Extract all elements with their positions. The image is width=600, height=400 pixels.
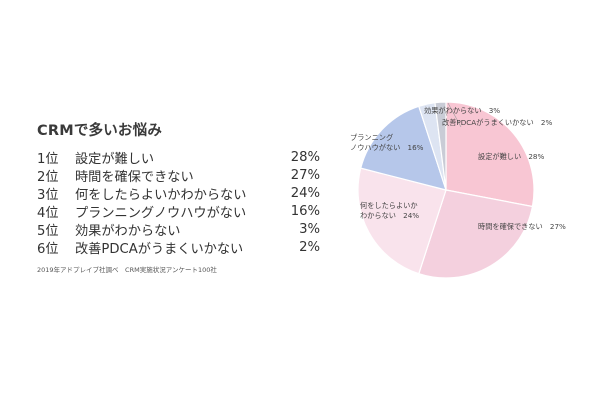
rank-label: プランニングノウハウがない — [75, 205, 247, 221]
rank-value: 3% — [299, 221, 320, 237]
pie-slice-settings-difficult — [445, 101, 535, 208]
ranking-row: 3位 何をしたらよいかわからない 24% — [37, 184, 320, 203]
pie-label-line: ノウハウがない 16% — [350, 143, 424, 152]
rank-number: 3位 — [37, 187, 59, 203]
rank-number: 4位 — [37, 205, 59, 221]
rank-value: 16% — [290, 203, 320, 219]
chart-title: CRMで多いお悩み — [37, 123, 163, 139]
ranking-row: 1位 設定が難しい 28% — [37, 148, 320, 167]
pie-label-no-time: 時間を確保できない 27% — [478, 222, 566, 231]
rank-label: 何をしたらよいかわからない — [75, 187, 247, 203]
rank-label: 改善PDCAがうまくいかない — [75, 241, 244, 257]
pie-label-pdca-not-working: 改善PDCAがうまくいかない 2% — [442, 118, 552, 127]
pie-label-effect-unknown: 効果がわからない 3% — [424, 106, 500, 115]
pie-slice-no-planning-knowhow — [360, 105, 447, 191]
pie-slice-pdca-not-working — [434, 101, 447, 191]
pie-label-line: プランニング — [350, 133, 393, 142]
pie-label-line: 改善PDCAがうまくいかない 2% — [442, 118, 552, 127]
rank-label: 効果がわからない — [75, 223, 181, 239]
source-note: 2019年アドプレイブ社調べ CRM実施状況アンケート100社 — [37, 266, 217, 274]
rank-number: 5位 — [37, 223, 59, 239]
ranking-row: 4位 プランニングノウハウがない 16% — [37, 202, 320, 221]
ranking-row: 2位 時間を確保できない 27% — [37, 166, 320, 185]
leader-line-effect-unknown — [443, 107, 448, 117]
rank-value: 27% — [290, 167, 320, 183]
rank-label: 設定が難しい — [75, 151, 155, 167]
rank-label: 時間を確保できない — [75, 169, 194, 185]
pie-label-unknown-what-to-do: 何をしたらよいかわからない 24% — [360, 201, 419, 220]
rank-number: 1位 — [37, 151, 59, 167]
pie-label-line: わからない 24% — [360, 211, 419, 220]
leader-line-pdca-not-working — [447, 102, 462, 128]
pie-label-line: 設定が難しい 28% — [478, 152, 544, 161]
ranking-list: 1位 設定が難しい 28% 2位 時間を確保できない 27% 3位 何をしたらよいかわから… — [37, 148, 320, 257]
rank-value: 28% — [290, 149, 320, 165]
pie-chart: 設定が難しい 28% 時間を確保できない 27% 何をしたらよいかわからない 24%… — [350, 101, 566, 279]
ranking-row: 5位 効果がわからない 3% — [37, 220, 320, 239]
pie-slice-unknown-what-to-do — [357, 167, 447, 275]
rank-value: 2% — [299, 239, 320, 255]
rank-value: 24% — [290, 185, 320, 201]
pie-label-line: 効果がわからない 3% — [424, 106, 500, 115]
rank-number: 6位 — [37, 241, 59, 257]
pie-label-line: 時間を確保できない 27% — [478, 222, 566, 231]
pie-label-settings-difficult: 設定が難しい 28% — [478, 152, 544, 161]
pie-slice-no-time — [418, 189, 534, 279]
pie-label-no-planning-knowhow: プランニングノウハウがない 16% — [350, 133, 424, 152]
ranking-row: 6位 改善PDCAがうまくいかない 2% — [37, 238, 320, 257]
rank-number: 2位 — [37, 169, 59, 185]
pie-label-line: 何をしたらよいか — [360, 201, 418, 210]
